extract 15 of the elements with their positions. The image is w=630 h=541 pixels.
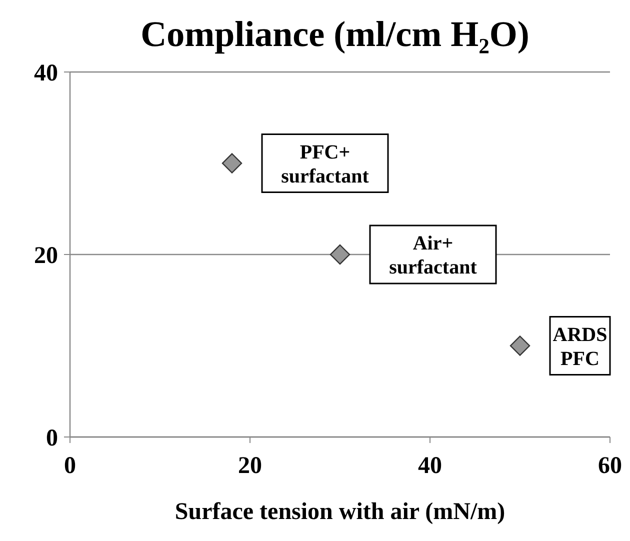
annotation: Air+ surfactant xyxy=(389,232,478,278)
x-tick-label: 40 xyxy=(418,453,442,479)
point xyxy=(330,244,350,265)
chart-title: Compliance (ml/cm H₂O) xyxy=(140,14,530,54)
point xyxy=(510,336,530,356)
x-tick-label: 60 xyxy=(598,453,622,479)
point xyxy=(222,153,242,174)
x-axis-title: Surface tension with air (mN/m) xyxy=(174,499,506,525)
y-tick-label: 20 xyxy=(34,242,58,269)
y-tick-label: 40 xyxy=(34,60,58,86)
annotation: ARDS PFC xyxy=(552,324,608,370)
annotation: PFC+ surfactant xyxy=(281,141,370,188)
y-tick-label: 0 xyxy=(46,425,58,452)
x-tick-label: 0 xyxy=(64,453,76,479)
x-tick-label: 20 xyxy=(238,453,262,479)
